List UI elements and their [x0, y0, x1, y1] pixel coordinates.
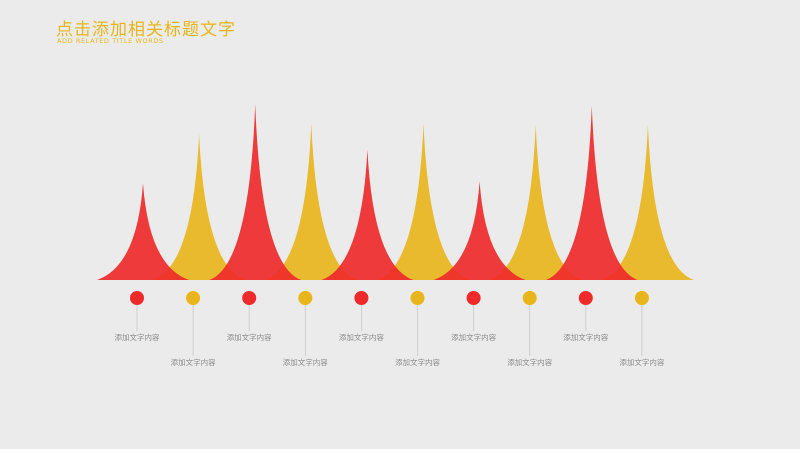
- peak-4: [265, 123, 358, 280]
- item-label-10: 添加文字内容: [619, 357, 664, 367]
- marker-dot-2: [186, 291, 201, 305]
- peak-10: [601, 125, 694, 281]
- item-label-1: 添加文字内容: [115, 332, 160, 342]
- peak-6: [377, 123, 470, 280]
- marker-dot-8: [522, 291, 537, 305]
- item-label-3: 添加文字内容: [227, 332, 272, 342]
- peak-3: [209, 104, 302, 280]
- item-label-7: 添加文字内容: [451, 332, 496, 342]
- peak-8: [489, 125, 582, 281]
- peak-2: [153, 133, 246, 280]
- item-label-5: 添加文字内容: [339, 332, 384, 342]
- marker-dot-6: [410, 291, 425, 305]
- marker-dot-5: [354, 291, 369, 305]
- marker-dot-1: [130, 291, 144, 305]
- page-title: 点击添加相关标题文字: [56, 20, 236, 40]
- marker-dot-10: [634, 291, 649, 305]
- item-label-9: 添加文字内容: [563, 332, 608, 342]
- peak-1: [97, 183, 189, 280]
- marker-dot-4: [298, 291, 313, 305]
- item-label-4: 添加文字内容: [283, 357, 328, 367]
- item-label-2: 添加文字内容: [171, 357, 216, 367]
- peak-5: [321, 149, 414, 280]
- peak-7: [433, 181, 526, 280]
- peaks-group: [97, 104, 694, 281]
- marker-dot-7: [466, 291, 481, 305]
- page-subtitle: ADD RELATED TITLE WORDS: [57, 37, 164, 45]
- peak-9: [545, 105, 638, 280]
- marker-dot-3: [242, 291, 257, 305]
- marker-dot-9: [578, 291, 593, 305]
- item-label-8: 添加文字内容: [507, 357, 552, 367]
- item-label-6: 添加文字内容: [395, 357, 440, 367]
